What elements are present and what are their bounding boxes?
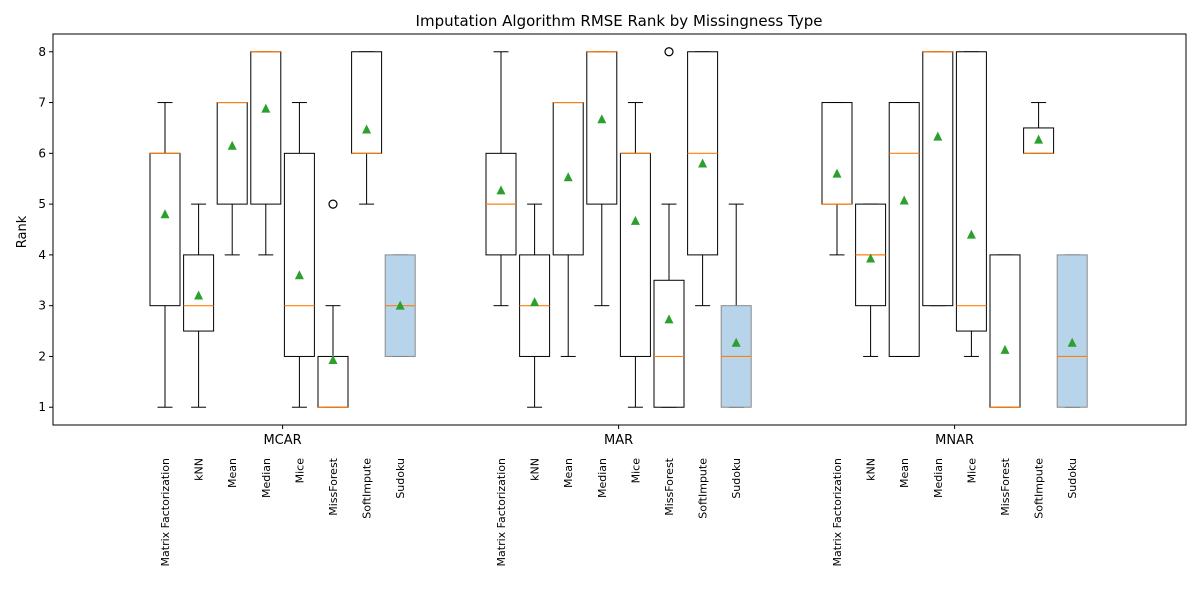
- category-label: Sudoku: [1066, 458, 1079, 499]
- box: [283, 152, 315, 357]
- mean-marker: [832, 168, 842, 178]
- outlier-point: [328, 199, 338, 209]
- chart-title: Imputation Algorithm RMSE Rank by Missin…: [416, 12, 823, 30]
- category-label: Mean: [226, 458, 239, 488]
- group-label: MCAR: [263, 433, 301, 448]
- mean-marker: [395, 300, 405, 310]
- outlier-point: [664, 47, 674, 57]
- group-label: MNAR: [935, 433, 974, 448]
- y-tick-label: 2: [38, 349, 46, 363]
- box: [149, 152, 181, 307]
- mean-marker: [294, 270, 304, 280]
- mean-marker: [698, 158, 708, 168]
- category-label: Median: [260, 458, 273, 498]
- category-label: Sudoku: [730, 458, 743, 499]
- y-tick-label: 4: [38, 248, 46, 262]
- y-tick-label: 3: [38, 299, 46, 313]
- category-label: SoftImpute: [1033, 458, 1046, 519]
- category-label: Median: [596, 458, 609, 498]
- mean-marker: [227, 140, 237, 150]
- y-tick-label: 7: [38, 96, 46, 110]
- mean-marker: [731, 337, 741, 347]
- box: [586, 51, 618, 205]
- category-label: SoftImpute: [697, 458, 710, 519]
- mean-marker: [933, 131, 943, 141]
- mean-marker: [1034, 134, 1044, 144]
- box: [317, 355, 349, 408]
- mean-marker: [630, 215, 640, 225]
- category-label: Sudoku: [394, 458, 407, 499]
- y-tick-label: 8: [38, 45, 46, 59]
- category-label: Median: [932, 458, 945, 498]
- mean-marker: [328, 355, 338, 365]
- category-label: Matrix Factorization: [495, 458, 508, 566]
- box: [351, 51, 383, 154]
- mean-marker: [496, 185, 506, 195]
- mean-marker: [261, 103, 271, 113]
- mean-marker: [194, 290, 204, 300]
- box: [989, 254, 1021, 408]
- category-label: Mean: [898, 458, 911, 488]
- group-label: MAR: [604, 433, 633, 448]
- category-label: Matrix Factorization: [831, 458, 844, 566]
- category-label: Mice: [629, 458, 642, 484]
- category-label: MissForest: [999, 457, 1012, 515]
- y-tick-label: 6: [38, 146, 46, 160]
- mean-marker: [1000, 344, 1010, 354]
- mean-marker: [899, 195, 909, 205]
- category-label: Matrix Factorization: [159, 458, 172, 566]
- category-label: kNN: [865, 458, 878, 481]
- category-label: Mean: [562, 458, 575, 488]
- y-axis-label: Rank: [15, 215, 30, 248]
- box: [653, 279, 685, 408]
- mean-marker: [966, 229, 976, 239]
- box: [250, 51, 282, 205]
- category-label: MissForest: [663, 457, 676, 515]
- mean-marker: [160, 209, 170, 219]
- box: [955, 51, 987, 332]
- box: [1056, 254, 1088, 408]
- category-label: SoftImpute: [361, 458, 374, 519]
- box: [888, 102, 920, 357]
- category-label: kNN: [193, 458, 206, 481]
- y-tick-label: 1: [38, 400, 46, 414]
- mean-marker: [866, 253, 876, 263]
- plot-frame: [52, 33, 1187, 426]
- category-label: Mice: [965, 458, 978, 484]
- mean-marker: [597, 114, 607, 124]
- box: [619, 152, 651, 357]
- plot-area: 1 2 3 4 5 6 7 8 MCAR Matrix Factorization kNN Mean M…: [38, 33, 1187, 566]
- box: [1023, 127, 1055, 154]
- mean-marker: [563, 172, 573, 182]
- mean-marker: [362, 124, 372, 134]
- box: [821, 102, 853, 205]
- box: [216, 102, 248, 205]
- category-label: kNN: [529, 458, 542, 481]
- mean-marker: [664, 314, 674, 324]
- category-label: Mice: [293, 458, 306, 484]
- box: [922, 51, 954, 307]
- y-tick-label: 5: [38, 197, 46, 211]
- category-label: MissForest: [327, 457, 340, 515]
- mean-marker: [1067, 337, 1077, 347]
- mean-marker: [530, 297, 540, 307]
